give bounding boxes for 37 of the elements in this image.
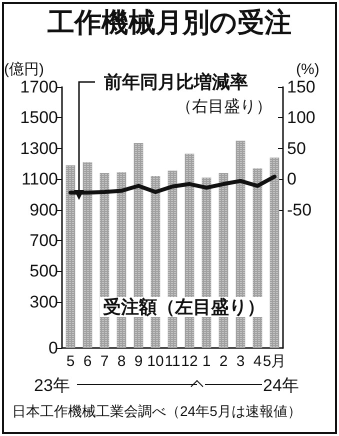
y-tick-label: 1500 [20,108,58,128]
y2-tick-label: 100 [287,108,316,128]
y2-tick-label: 0 [287,170,296,189]
y-tick-label: 900 [30,200,58,220]
y2-axis-title: (%) [296,61,320,78]
y2-tick-label: 50 [287,138,306,158]
series-label: 受注額（左目盛り） [103,297,265,317]
x-tick-label: 7 [100,353,109,370]
y-tick-label: 0 [48,338,58,358]
y-tick-label: 1700 [20,78,58,96]
x-tick-label: 10 [147,353,164,370]
y-tick-label: 1300 [20,138,58,158]
x-tick-label: 6 [83,353,92,370]
x-tick-label: 4 [253,353,262,370]
x-tick-label: 5 [66,353,75,370]
text: 日本工作機械工業会調べ（24年5月は速報値） [12,403,302,419]
x-tick-label: 5月 [262,353,286,370]
chart-title: 工作機械月別の受注 [46,8,292,38]
text: 前年同月比増減率 [103,71,248,92]
y2-tick-label: -50 [287,200,312,220]
x-tick-label: 11 [164,353,180,370]
y-tick-label: 700 [30,231,58,250]
x-tick-label: 1 [202,353,211,370]
y-axis-title: (億円) [4,61,44,78]
x-tick-label: 9 [134,353,143,370]
x-tick-label: 3 [236,353,245,370]
line-series [68,174,276,195]
x-tick-label: 12 [181,353,198,370]
y2-tick-label: 150 [287,78,316,96]
x-tick-label: 2 [219,353,228,370]
y-tick-label: 300 [30,292,58,312]
text: 23年 [34,376,70,395]
y-tick-label: 1100 [21,170,58,189]
annotation: （右目盛り） [176,98,272,116]
y-tick-label: 500 [30,262,58,281]
text: 24年 [263,376,299,395]
x-tick-label: 8 [117,353,126,370]
